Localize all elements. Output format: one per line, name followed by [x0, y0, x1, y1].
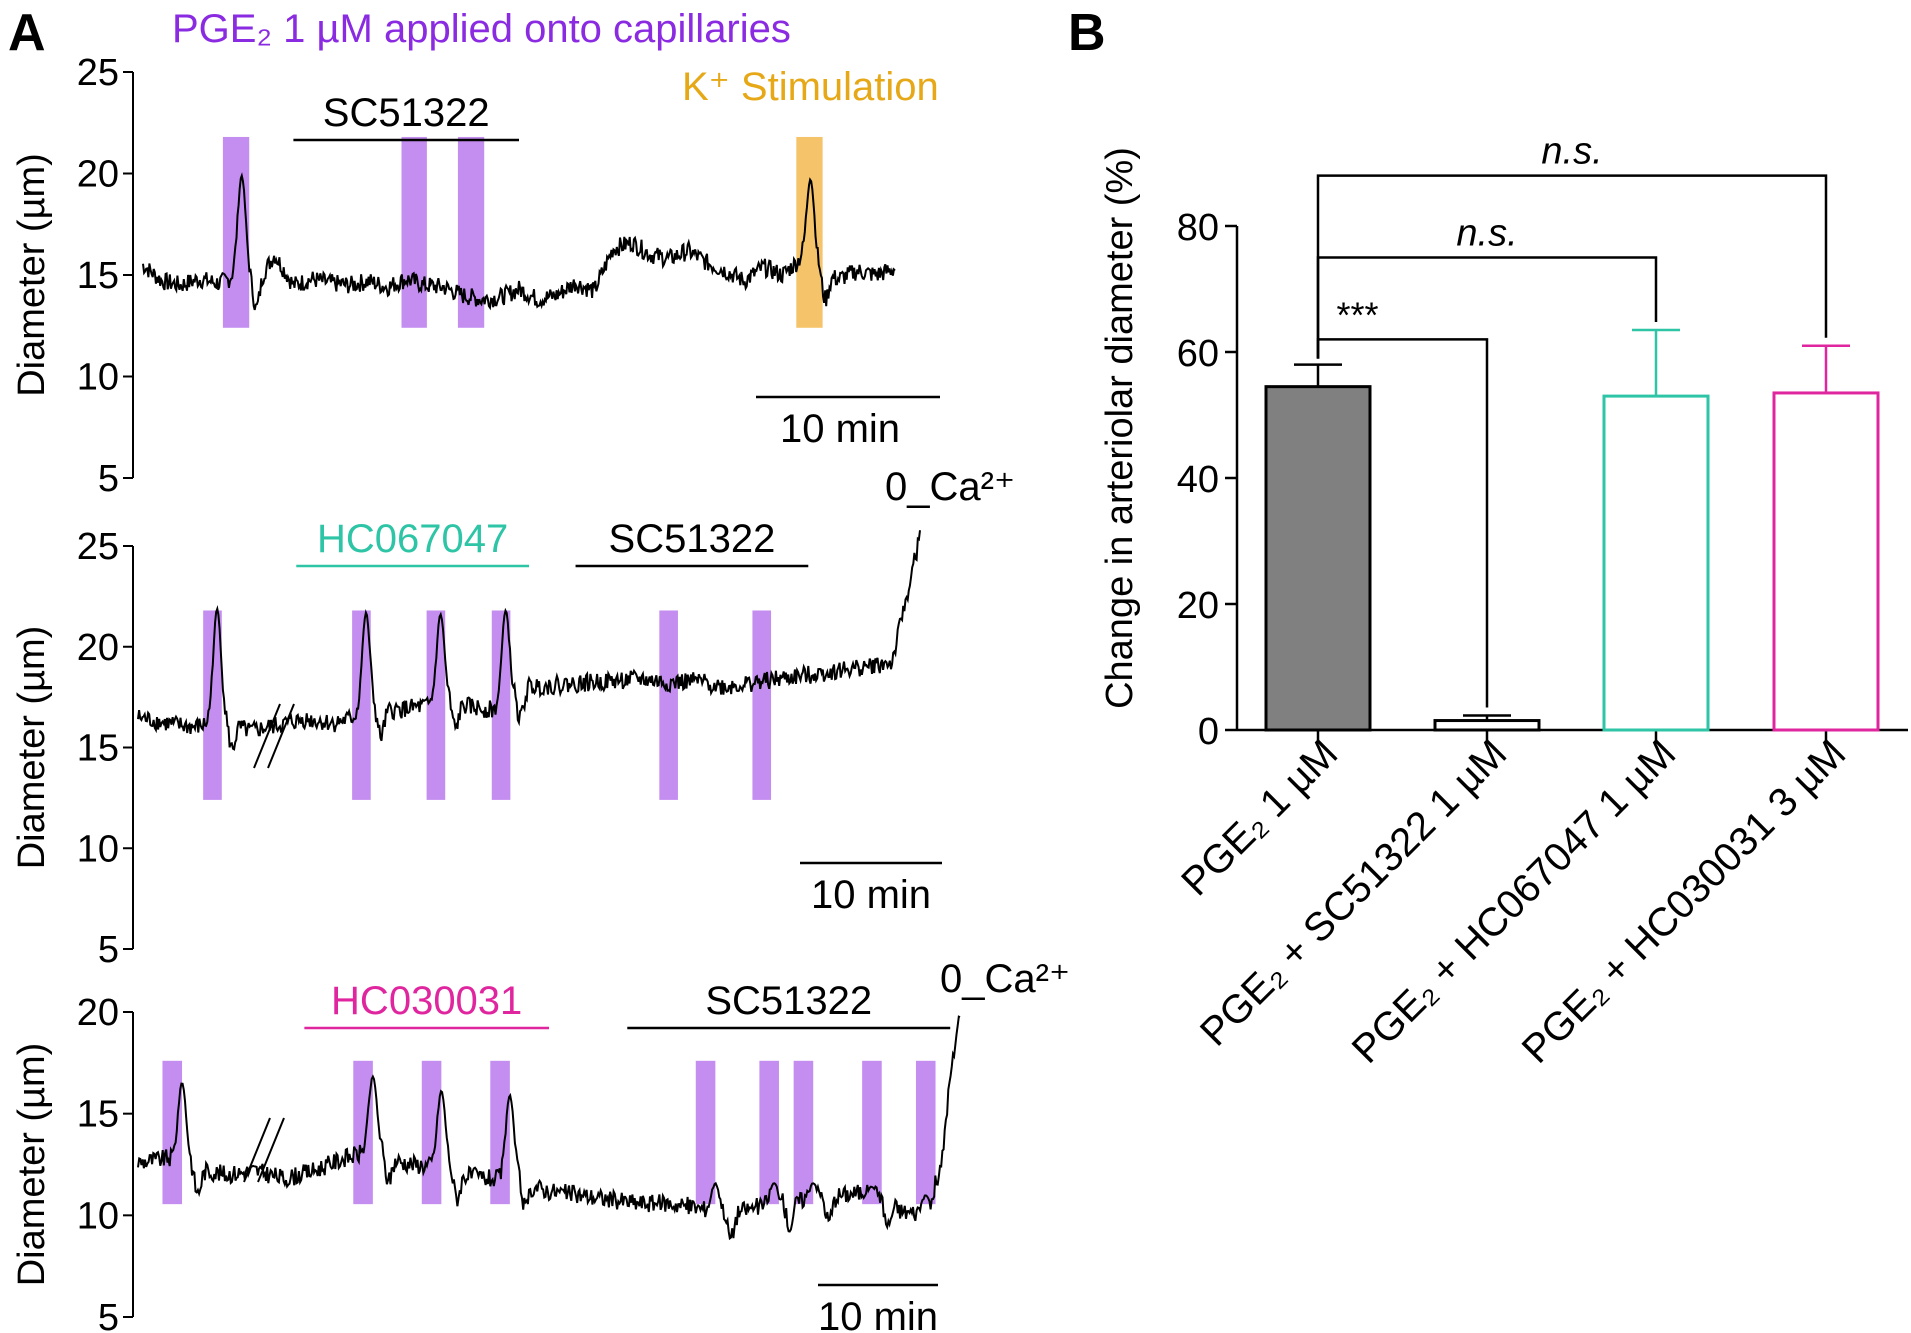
y-tick-label: 40: [1177, 459, 1219, 501]
y-tick-label: 80: [1177, 207, 1219, 249]
k-stimulation-label: K⁺ Stimulation: [682, 65, 939, 109]
scale-bar-label: 10 min: [780, 407, 900, 451]
y-tick-label: 5: [98, 458, 119, 500]
category-label: PGE₂ + HC030031 3 µM: [1514, 731, 1855, 1072]
y-axis-label: Diameter (µm): [11, 626, 53, 870]
pge2-application-band: [426, 610, 446, 800]
drug-label: HC030031: [331, 979, 522, 1023]
bar: [1433, 719, 1541, 732]
bar: [1602, 394, 1710, 732]
panel-b: B 0 20 40 60 80 Change in arteriolar diameter…: [1068, 4, 1908, 1072]
y-tick-label: 15: [77, 728, 119, 770]
diameter-trace: [137, 530, 921, 751]
significance-label: n.s.: [1541, 131, 1602, 173]
category-label: PGE₂ + HC067047 1 µM: [1344, 731, 1685, 1072]
y-tick-label: 10: [77, 828, 119, 870]
y-tick-label: 5: [98, 929, 119, 971]
pge2-application-band: [353, 1060, 373, 1205]
y-tick-label: 15: [77, 255, 119, 297]
pge2-application-band: [421, 1060, 442, 1205]
y-axis-label: Diameter (µm): [11, 1043, 53, 1287]
pge2-application-band: [759, 1060, 779, 1205]
y-tick-label: 10: [77, 357, 119, 399]
pge2-application-band: [203, 610, 222, 800]
y-axis-label: Diameter (µm): [11, 153, 53, 397]
zero-calcium-label: 0_Ca²⁺: [940, 957, 1070, 1001]
axis-break-mark: [267, 703, 295, 769]
y-tick-label: 25: [77, 52, 119, 94]
axis-break-mark: [253, 703, 281, 769]
bar-chart: 0 20 40 60 80 Change in arteriolar diameter (…: [1099, 131, 1908, 1072]
y-tick-label: 20: [77, 627, 119, 669]
trace-chart-middle: 5 10 15 20 25 Diameter (µm) HC067047 SC51322 10 …: [11, 465, 1015, 971]
panel-a-title: PGE₂ 1 µM applied onto capillaries: [172, 7, 791, 51]
pge2-application-band: [862, 1060, 882, 1205]
drug-label: SC51322: [609, 517, 776, 561]
panel-b-letter: B: [1068, 4, 1106, 62]
trace-chart-top: 5 10 15 20 25 Diameter (µm) SC51322 K⁺ Stimulat…: [11, 52, 940, 500]
bar: [1264, 385, 1372, 732]
k-stimulation-band: [796, 136, 823, 328]
significance-label: n.s.: [1456, 213, 1517, 255]
axis-break-mark: [257, 1117, 285, 1183]
zero-calcium-label: 0_Ca²⁺: [885, 465, 1015, 509]
panel-a-letter: A: [8, 4, 46, 62]
pge2-application-band: [490, 1060, 510, 1205]
diameter-trace: [142, 172, 896, 311]
pge2-application-band: [793, 1060, 814, 1205]
drug-label: SC51322: [323, 91, 490, 135]
scale-bar-label: 10 min: [811, 873, 931, 917]
y-tick-label: 60: [1177, 333, 1219, 375]
significance-bracket: [1316, 174, 1828, 359]
y-tick-label: 5: [98, 1297, 119, 1333]
pge2-application-band: [915, 1060, 936, 1205]
trace-chart-bottom: 5 10 15 20 Diameter (µm) HC030031 SC51322 10 mi…: [11, 957, 1070, 1333]
axis-break-mark: [243, 1117, 271, 1183]
pge2-application-band: [352, 610, 371, 800]
y-axis-label: Change in arteriolar diameter (%): [1099, 147, 1141, 709]
pge2-application-band: [659, 610, 678, 800]
y-tick-label: 25: [77, 526, 119, 568]
pge2-application-band: [695, 1060, 716, 1205]
diameter-trace: [137, 1015, 961, 1241]
category-label: PGE₂ 1 µM: [1173, 731, 1346, 904]
pge2-application-band: [491, 610, 511, 800]
pge2-application-band: [162, 1060, 183, 1205]
y-tick-label: 20: [77, 154, 119, 196]
category-label: PGE₂ + SC51322 1 µM: [1192, 731, 1515, 1054]
y-tick-label: 20: [77, 992, 119, 1034]
pge2-application-band: [401, 136, 427, 328]
y-tick-label: 0: [1198, 711, 1219, 753]
y-tick-label: 15: [77, 1094, 119, 1136]
panel-a: A PGE₂ 1 µM applied onto capillaries 5 10…: [8, 4, 1070, 1333]
pge2-application-band: [752, 610, 772, 800]
drug-label: SC51322: [705, 979, 872, 1023]
y-tick-label: 10: [77, 1195, 119, 1237]
significance-label: ***: [1336, 294, 1378, 335]
y-tick-label: 20: [1177, 585, 1219, 627]
drug-label: HC067047: [317, 517, 508, 561]
bar: [1772, 391, 1880, 732]
scale-bar-label: 10 min: [818, 1295, 938, 1333]
